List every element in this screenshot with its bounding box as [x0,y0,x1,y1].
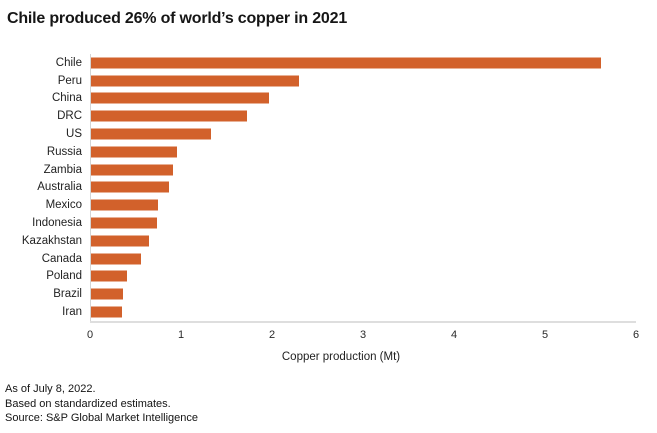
category-label: China [51,92,82,105]
bar-track [91,214,636,232]
category-label: Poland [46,270,82,283]
x-axis-line [90,321,636,323]
bar-track [91,161,636,179]
bar-track [91,303,636,321]
category-label: Zambia [43,163,82,176]
bar-track [91,268,636,286]
bar-rows: Chile Peru China DRC US Russia Zambia Australia… [0,54,637,321]
bar-track [91,232,636,250]
bar-row: DRC [0,107,637,125]
category-label: Mexico [45,199,82,212]
x-tick-label: 6 [632,329,640,341]
footnote-date: As of July 8, 2022. [5,383,96,395]
x-tick-label: 2 [268,329,276,341]
bar-track [91,250,636,268]
category-label: Kazakhstan [21,234,82,247]
bar [91,92,270,104]
bar [91,110,248,122]
bar-track [91,143,636,161]
category-label: Iran [62,306,82,319]
bar-row: Brazil [0,285,637,303]
bar-track [91,125,636,143]
x-axis-ticks: 0 1 2 3 4 5 6 [86,329,640,343]
bar-row: China [0,90,637,108]
bar-row: Peru [0,72,637,90]
bar-row: Iran [0,303,637,321]
bar [91,57,601,69]
bar-row: Indonesia [0,214,637,232]
bar-row: Kazakhstan [0,232,637,250]
bar-track [91,285,636,303]
x-tick-label: 0 [86,329,94,341]
x-tick-label: 5 [541,329,549,341]
bar [91,288,123,300]
x-tick-label: 1 [177,329,185,341]
bar-row: Chile [0,54,637,72]
footnote-source: Source: S&P Global Market Intelligence [5,412,199,424]
bar [91,181,170,193]
bar-row: Poland [0,268,637,286]
footnote-basis: Based on standardized estimates. [5,397,171,410]
bar [91,235,150,247]
bar-row: US [0,125,637,143]
bar [91,164,173,176]
bar [91,146,178,158]
bar [91,75,299,87]
bar [91,270,128,282]
bar-track [91,54,636,72]
bar-track [91,72,636,90]
category-label: Australia [37,181,82,194]
x-tick-label: 3 [359,329,367,341]
x-tick-label: 4 [450,329,458,341]
footnotes: As of July 8, 2022. Based on standardize… [5,382,198,426]
bar [91,128,211,140]
x-axis-label: Copper production (Mt) [281,351,401,363]
category-label: Peru [57,74,82,87]
bar-track [91,179,636,197]
category-label: Indonesia [32,217,82,230]
bar [91,217,158,229]
bar-row: Canada [0,250,637,268]
bar-track [91,107,636,125]
category-label: Brazil [53,288,82,301]
plot-area: Chile Peru China DRC US Russia Zambia Australia… [0,54,637,323]
y-axis-line [90,54,91,322]
bar [91,306,122,318]
bar [91,199,159,211]
bar [91,253,141,265]
bar-row: Russia [0,143,637,161]
bar-track [91,196,636,214]
bar-row: Mexico [0,196,637,214]
category-label: Canada [41,252,82,265]
bar-row: Zambia [0,161,637,179]
bar-track [91,90,636,108]
category-label: US [66,128,82,141]
bar-row: Australia [0,179,637,197]
category-label: Chile [55,56,82,69]
category-label: DRC [57,110,82,123]
category-label: Russia [46,145,82,158]
chart-title: Chile produced 26% of world’s copper in … [7,10,348,27]
